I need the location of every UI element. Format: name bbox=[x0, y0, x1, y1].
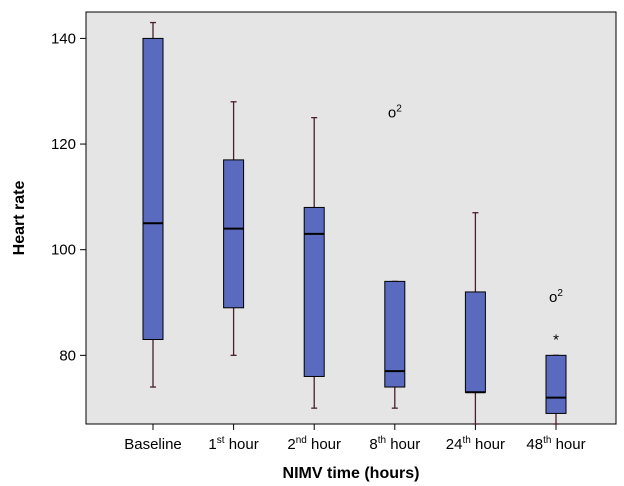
box-5 bbox=[545, 354, 567, 425]
box-iqr bbox=[464, 291, 486, 393]
x-tick-label: 1st hour bbox=[208, 435, 258, 453]
x-tick-label: 48th hour bbox=[526, 435, 585, 453]
x-axis-title: NIMV time (hours) bbox=[283, 465, 420, 482]
outliers: o2 o2 * bbox=[388, 103, 564, 348]
y-tick-label: 140 bbox=[51, 30, 76, 47]
box-iqr bbox=[384, 280, 406, 388]
y-tick-label: 120 bbox=[51, 136, 76, 153]
box-3 bbox=[384, 280, 406, 409]
y-axis-title: Heart rate bbox=[11, 181, 28, 256]
x-tick-label: 2nd hour bbox=[287, 435, 341, 453]
outlier-marker: o2 bbox=[549, 288, 563, 306]
x-tick-label: 8th hour bbox=[369, 435, 420, 453]
box-iqr bbox=[142, 37, 164, 340]
box-iqr bbox=[303, 206, 325, 377]
outlier-marker: * bbox=[553, 331, 559, 348]
box-2 bbox=[303, 116, 325, 409]
x-tick-label: Baseline bbox=[124, 436, 182, 453]
x-axis: Baseline 1st hour 2nd hour 8th hour 24th hou… bbox=[124, 424, 586, 453]
box-iqr bbox=[223, 159, 245, 309]
boxes bbox=[142, 21, 567, 425]
box-iqr bbox=[545, 354, 567, 414]
box-4 bbox=[464, 212, 486, 425]
y-tick-label: 100 bbox=[51, 242, 76, 259]
y-axis: 80 100 120 140 bbox=[51, 30, 86, 364]
outlier-marker: o2 bbox=[388, 103, 402, 121]
x-tick-label: 24th hour bbox=[446, 435, 505, 453]
y-tick-label: 80 bbox=[59, 347, 76, 364]
box-0 bbox=[142, 21, 164, 388]
box-1 bbox=[223, 101, 245, 356]
plot-area bbox=[85, 11, 617, 425]
